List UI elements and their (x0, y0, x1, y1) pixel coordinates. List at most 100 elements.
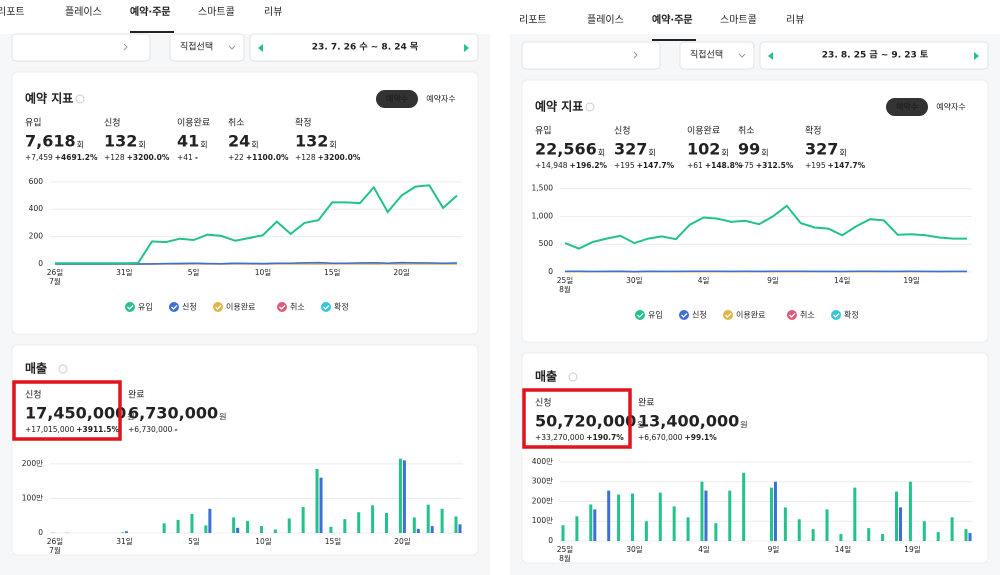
select-box[interactable] (521, 41, 661, 70)
metric-value: 50,720,000 (535, 412, 636, 431)
metric-value: 132 (295, 132, 328, 151)
range-select-label[interactable]: 직접선택 (180, 41, 213, 53)
bar (825, 509, 829, 541)
metric-label: 취소 (738, 126, 755, 137)
legend-swatch[interactable] (679, 310, 689, 320)
help-icon (58, 364, 68, 374)
range-select-label[interactable]: 직접선택 (690, 49, 723, 61)
bar (908, 481, 912, 541)
y-tick-label: 0 (548, 267, 553, 276)
nav-tab[interactable]: 리뷰 (264, 6, 282, 18)
bar (343, 519, 347, 533)
y-tick-label: 0 (38, 528, 43, 537)
legend-swatch[interactable] (125, 302, 135, 312)
legend-label[interactable]: 신청 (692, 311, 707, 320)
active-tab-underline (130, 31, 174, 33)
bar (357, 512, 361, 533)
toggle-active[interactable] (886, 98, 928, 116)
metric-delta: +33,270,000 (535, 433, 584, 442)
legend-swatch[interactable] (277, 302, 287, 312)
range-select[interactable] (169, 33, 245, 62)
metric-unit: 회 (138, 141, 145, 150)
metric-unit: 회 (329, 141, 336, 150)
toggle-option[interactable]: 예약수 (896, 102, 919, 112)
metric-rate: +148.8% (705, 161, 743, 170)
toggle-active[interactable] (376, 90, 418, 108)
legend-label[interactable]: 이용완료 (226, 302, 255, 312)
legend-swatch[interactable] (635, 310, 645, 320)
legend-label[interactable]: 유입 (138, 303, 153, 312)
metric-unit: 원 (637, 421, 644, 430)
legend-swatch[interactable] (169, 302, 179, 312)
bar (176, 519, 180, 533)
bar (371, 505, 375, 533)
legend-swatch[interactable] (723, 310, 733, 320)
legend-check (833, 313, 840, 318)
legend-label[interactable]: 유입 (648, 311, 663, 320)
x-tick-label: 5일 (188, 268, 200, 277)
metric-value: 102 (687, 140, 720, 159)
nav-tab[interactable]: 플레이스 (587, 14, 624, 26)
metric-unit: 회 (839, 149, 846, 158)
legend-check (171, 305, 178, 310)
prev-arrow[interactable] (768, 52, 773, 60)
y-tick-label: 200만 (532, 496, 553, 505)
metric-value: 24 (228, 132, 250, 151)
x-tick-label: 19일 (903, 276, 920, 285)
legend-swatch[interactable] (787, 310, 797, 320)
metric-delta: +14,948 (535, 161, 568, 170)
nav-tab[interactable]: 스마트콜 (198, 6, 235, 18)
prev-arrow[interactable] (258, 44, 263, 52)
nav-tab[interactable]: 예약·주문 (652, 13, 693, 26)
metric-rate: +1100.0% (246, 153, 289, 162)
range-select[interactable] (679, 41, 755, 70)
bar (950, 517, 954, 541)
next-arrow[interactable] (974, 52, 979, 60)
legend-label[interactable]: 취소 (290, 303, 305, 312)
legend-label[interactable]: 이용완료 (736, 310, 765, 320)
nav-tab[interactable]: 리뷰 (786, 14, 804, 26)
bar (686, 517, 690, 541)
x-tick-label: 14일 (835, 545, 852, 554)
toggle-option[interactable]: 예약자수 (426, 94, 455, 104)
nav-tab[interactable]: 리포트 (519, 14, 547, 26)
legend-label[interactable]: 취소 (800, 311, 815, 320)
metric-label: 완료 (128, 390, 145, 401)
legend-swatch[interactable] (321, 302, 331, 312)
toggle-option[interactable]: 예약자수 (936, 102, 965, 112)
select-box[interactable] (11, 33, 151, 62)
legend-label[interactable]: 확정 (334, 302, 349, 312)
bar (742, 472, 746, 541)
bar (246, 520, 250, 533)
next-arrow[interactable] (464, 44, 469, 52)
bar (672, 506, 676, 541)
legend-label[interactable]: 신청 (182, 303, 197, 312)
bar (607, 490, 611, 541)
metric-label: 유입 (25, 117, 42, 129)
metric-rate: - (174, 425, 177, 434)
card (521, 79, 989, 343)
bar (287, 518, 291, 533)
metric-label: 이용완료 (687, 126, 720, 137)
metric-rate: +4691.2% (55, 153, 98, 162)
legend-label[interactable]: 확정 (844, 310, 859, 320)
bar (430, 526, 434, 533)
metric-unit: 원 (219, 413, 226, 422)
nav-tab[interactable]: 리포트 (0, 6, 25, 18)
nav-tab[interactable]: 예약·주문 (130, 5, 171, 18)
card (11, 344, 479, 556)
legend-swatch[interactable] (213, 302, 223, 312)
bar (575, 516, 579, 541)
metric-unit: 회 (761, 149, 768, 158)
nav-tab[interactable]: 스마트콜 (720, 14, 757, 26)
bar (773, 481, 777, 541)
nav-tab[interactable]: 플레이스 (65, 6, 102, 18)
toggle-option[interactable]: 예약수 (386, 94, 409, 104)
y-tick-label: 200 (29, 232, 44, 241)
x-tick-label: 9일 (767, 276, 779, 285)
metric-value: 7,618 (25, 132, 76, 151)
bar (162, 523, 166, 533)
bar (700, 481, 704, 541)
legend-swatch[interactable] (831, 310, 841, 320)
x-tick-label: 20일 (393, 268, 410, 277)
